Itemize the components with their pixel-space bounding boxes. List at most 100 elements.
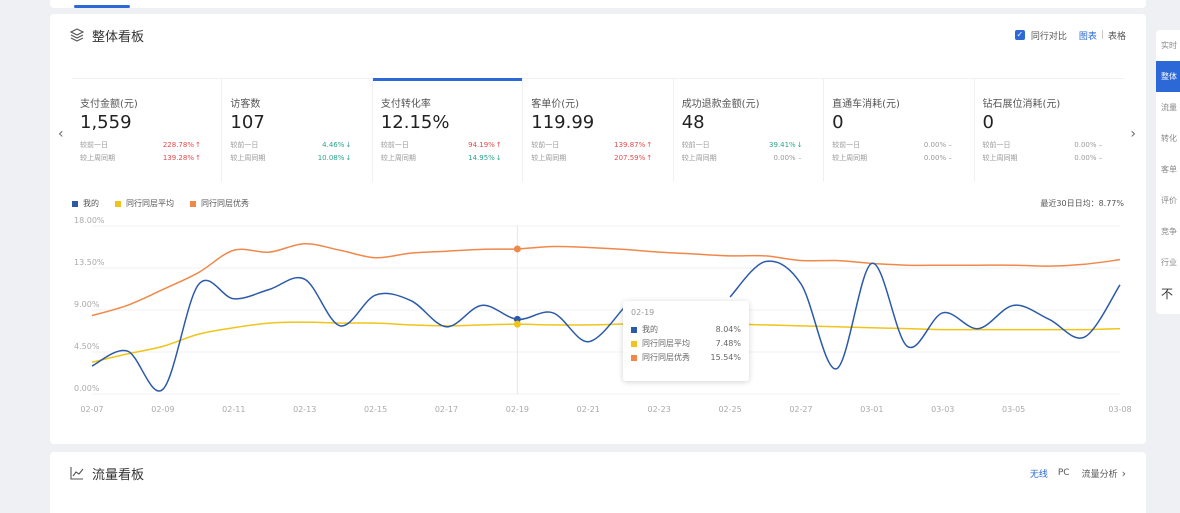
comparison-value: 39.41% — [768, 141, 796, 149]
comparison-value: 94.19% — [468, 141, 495, 149]
x-tick-label: 03-08 — [1108, 405, 1131, 414]
tooltip-name: 我的 — [642, 325, 658, 334]
trend-chart-svg: 0.00% 4.50% 9.00% 13.50% 18.00% 02-07 02-09 02-… — [74, 216, 1132, 414]
metric-card[interactable]: 客单价(元) 119.99 较前一日 139.87% ↑ 较上周同期 207.59% ↑ — [523, 79, 674, 182]
metric-comparison: 较前一日 139.87% ↑ 较上周同期 207.59% ↑ — [531, 139, 672, 165]
y-tick-label: 13.50% — [74, 258, 105, 267]
x-tick-label: 02-15 — [364, 405, 387, 414]
comparison-label: 较上周同期 — [80, 154, 115, 162]
comparison-row-day: 较前一日 0.00% – — [832, 139, 954, 152]
side-nav-item[interactable]: 评价 — [1161, 196, 1177, 205]
metric-label: 支付转化率 — [380, 99, 431, 110]
tooltip-row-average: 同行同层平均 7.48% — [631, 337, 741, 351]
comparison-label: 较前一日 — [230, 141, 259, 149]
chart-tooltip: 02-19 我的 8.04% 同行同层平均 7.48% 同行同层优秀 15.54… — [623, 301, 749, 381]
traffic-controls: 无线 PC 流量分析 › — [1030, 467, 1126, 480]
x-tick-label: 02-23 — [648, 405, 671, 414]
trend-up-icon: ↑ — [495, 141, 502, 149]
comparison-label: 较前一日 — [80, 141, 108, 149]
metric-label: 成功退款金额(元) — [681, 99, 760, 110]
comparison-row-week: 较上周同期 0.00% – — [983, 152, 1105, 165]
active-tab-indicator — [74, 5, 130, 8]
legend-item-average[interactable]: 同行同层平均 — [115, 198, 174, 209]
legend-item-excellent[interactable]: 同行同层优秀 — [190, 198, 249, 209]
legend-label: 同行同层优秀 — [201, 199, 249, 208]
legend-item-mine[interactable]: 我的 — [72, 198, 99, 209]
legend-swatch-excellent — [190, 200, 196, 207]
view-table-link[interactable]: 表格 — [1107, 31, 1126, 42]
comparison-label: 较上周同期 — [531, 154, 567, 162]
series-line-mine — [729, 260, 1121, 370]
metric-card[interactable]: 钻石展位消耗(元) 0 较前一日 0.00% – 较上周同期 0.00% – — [975, 79, 1124, 182]
overview-card: 整体看板 ✓ 同行对比 图表 | 表格 ‹ › 支付金额(元) 1,559 较前一日… — [50, 14, 1146, 444]
traffic-card: 流量看板 无线 PC 流量分析 › — [50, 452, 1146, 513]
trend-down-icon: ↓ — [345, 154, 352, 162]
side-nav-item[interactable]: 流量 — [1161, 103, 1177, 112]
comparison-row-day: 较前一日 228.78% ↑ — [80, 139, 202, 152]
traffic-analysis-link[interactable]: 流量分析 — [1081, 469, 1118, 480]
comparison-label: 较上周同期 — [230, 154, 266, 162]
comparison-value: 0.00% — [1074, 154, 1097, 162]
comparison-label: 较前一日 — [832, 141, 861, 149]
comparison-value: 10.08% — [317, 154, 345, 162]
side-nav-item[interactable]: 竞争 — [1161, 227, 1177, 236]
comparison-value: 228.78% — [162, 141, 194, 149]
metric-card[interactable]: 访客数 107 较前一日 4.46% ↓ 较上周同期 10.08% ↓ — [222, 79, 373, 182]
comparison-value: 139.28% — [162, 154, 194, 162]
metric-card[interactable]: 支付金额(元) 1,559 较前一日 228.78% ↑ 较上周同期 139.28% ↑ — [72, 79, 223, 182]
metrics-prev-arrow[interactable]: ‹ — [58, 126, 64, 142]
view-chart-link[interactable]: 图表 — [1078, 31, 1097, 42]
traffic-title: 流量看板 — [92, 467, 145, 483]
metric-card[interactable]: 成功退款金额(元) 48 较前一日 39.41% ↓ 较上周同期 0.00% – — [674, 79, 825, 182]
highlight-point-excellent — [513, 245, 521, 253]
metric-label: 支付金额(元) — [80, 99, 138, 110]
line-chart-icon — [70, 467, 84, 480]
right-side-nav: 实时 整体 流量 转化 客单 评价 竞争 行业 不 — [1156, 30, 1180, 314]
metric-value: 0 — [982, 112, 994, 133]
overview-title: 整体看板 — [92, 29, 145, 45]
tooltip-swatch-mine — [631, 327, 637, 333]
chevron-right-icon[interactable]: › — [1121, 466, 1126, 480]
comparison-value: 207.59% — [614, 154, 646, 162]
legend-label: 我的 — [83, 199, 99, 208]
highlight-point-average — [513, 320, 521, 328]
side-nav-item[interactable]: 实时 — [1161, 41, 1177, 50]
legend-swatch-average — [115, 200, 121, 207]
side-nav-item-active[interactable]: 整体 — [1156, 61, 1180, 92]
metric-cards: 支付金额(元) 1,559 较前一日 228.78% ↑ 较上周同期 139.28% ↑ 访客数… — [72, 78, 1124, 182]
x-tick-label: 02-11 — [222, 405, 245, 414]
metric-card[interactable]: 支付转化率 12.15% 较前一日 94.19% ↑ 较上周同期 14.95% ↓ — [372, 78, 524, 182]
comparison-value: 0.00% — [923, 141, 947, 149]
trend-up-icon: ↑ — [646, 154, 653, 162]
side-nav-item[interactable]: 不 — [1161, 287, 1174, 301]
tooltip-swatch-average — [631, 341, 637, 347]
trend-flat-icon: – — [948, 154, 952, 162]
x-tick-label: 02-07 — [80, 405, 103, 414]
y-tick-label: 0.00% — [74, 384, 100, 393]
comparison-label: 较上周同期 — [982, 154, 1018, 162]
wireless-link[interactable]: 无线 — [1029, 469, 1048, 480]
metric-comparison: 较前一日 94.19% ↑ 较上周同期 14.95% ↓ — [381, 139, 522, 165]
chart-legend: 我的 同行同层平均 同行同层优秀 — [72, 198, 265, 209]
compare-checkbox[interactable]: ✓ — [1014, 30, 1025, 40]
tooltip-value: 15.54% — [710, 353, 741, 362]
comparison-row-week: 较上周同期 0.00% – — [682, 152, 804, 165]
metrics-next-arrow[interactable]: › — [1130, 126, 1136, 142]
trend-down-icon: ↓ — [495, 154, 502, 162]
trend-flat-icon: – — [948, 141, 952, 149]
average-note: 最近30日日均：8.77% — [1040, 199, 1124, 208]
metric-comparison: 较前一日 4.46% ↓ 较上周同期 10.08% ↓ — [230, 139, 371, 165]
metric-card[interactable]: 直通车消耗(元) 0 较前一日 0.00% – 较上周同期 0.00% – — [824, 79, 975, 182]
side-nav-item[interactable]: 客单 — [1161, 165, 1177, 174]
metric-label: 直通车消耗(元) — [832, 99, 900, 110]
x-tick-label: 02-27 — [789, 405, 812, 414]
metric-value: 48 — [681, 112, 705, 133]
x-tick-label: 02-13 — [293, 405, 316, 414]
pc-link[interactable]: PC — [1057, 468, 1070, 478]
side-nav-item[interactable]: 转化 — [1161, 134, 1177, 143]
side-nav-item[interactable]: 行业 — [1161, 258, 1177, 267]
series-line-mine — [91, 277, 625, 392]
comparison-label: 较上周同期 — [681, 154, 717, 162]
trend-up-icon: ↑ — [646, 141, 653, 149]
top-tab-strip — [50, 0, 1146, 8]
